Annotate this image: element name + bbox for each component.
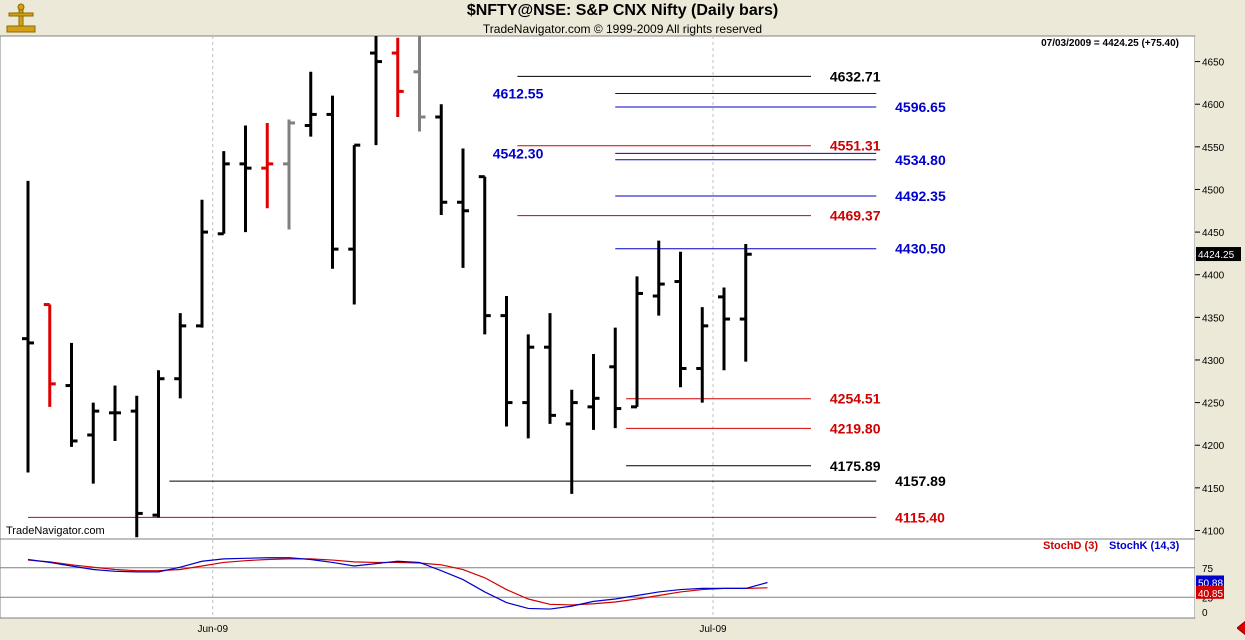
price-tick-label: 4600: [1202, 100, 1225, 111]
price-axis: [1195, 36, 1245, 539]
level-label: 4534.80: [895, 152, 946, 168]
level-label: 4157.89: [895, 473, 946, 489]
price-bar: [500, 296, 513, 427]
level-label: 4492.35: [895, 188, 946, 204]
price-bar: [348, 143, 361, 305]
price-bar: [196, 199, 208, 328]
price-bar: [457, 148, 469, 268]
chart-subtitle: TradeNavigator.com © 1999-2009 All right…: [482, 22, 763, 36]
chart-title: $NFTY@NSE: S&P CNX Nifty (Daily bars): [466, 2, 779, 19]
price-tick-label: 4250: [1202, 399, 1225, 410]
price-bar: [413, 36, 426, 132]
price-bar: [522, 334, 535, 439]
level-label: 4542.30: [493, 145, 544, 161]
price-tick-label: 4300: [1202, 356, 1225, 367]
stochK-value-label: 50.88: [1198, 579, 1223, 590]
level-label: 4551.31: [830, 138, 881, 154]
stoch-tick-label: 75: [1202, 564, 1214, 575]
price-bar: [152, 370, 165, 518]
price-bar: [304, 71, 317, 137]
price-tick-label: 4650: [1202, 58, 1225, 69]
stoch-tick-label: 0: [1202, 608, 1208, 619]
x-tick-label: Jun-09: [197, 624, 228, 635]
stochK-legend: StochK (14,3): [1109, 540, 1180, 552]
stoch-series-line: [27, 558, 768, 606]
price-bar: [65, 342, 78, 447]
price-bar: [435, 104, 448, 216]
price-bar: [739, 244, 752, 362]
stoch-panel: [0, 538, 1196, 619]
last-price-box: [1196, 247, 1241, 262]
level-label: 4632.71: [830, 68, 881, 84]
level-label: 4219.80: [830, 420, 881, 436]
price-bar: [87, 402, 100, 484]
level-label: 4612.55: [493, 86, 544, 102]
level-label: 4254.51: [830, 391, 881, 407]
price-bar: [609, 327, 622, 429]
stochD-value-label: 40.85: [1198, 589, 1223, 600]
level-label: 4115.40: [895, 509, 945, 525]
price-bar: [565, 389, 578, 494]
price-bar: [587, 353, 600, 430]
price-bar: [261, 122, 274, 209]
price-bar: [239, 125, 252, 233]
price-bar: [674, 251, 687, 388]
stochD-value-box: [1196, 585, 1224, 599]
price-bar: [652, 240, 665, 316]
stochK-value-box: [1196, 575, 1224, 589]
price-bar: [22, 180, 34, 473]
price-panel: [0, 35, 1196, 540]
price-bar: [174, 313, 187, 399]
price-tick-label: 4350: [1202, 313, 1225, 324]
price-bar: [696, 307, 709, 403]
x-tick-label: Jul-09: [699, 624, 727, 635]
watermark: TradeNavigator.com: [6, 525, 105, 537]
price-bar: [217, 151, 230, 236]
price-bar: [718, 287, 730, 371]
last-price-info: 07/03/2009 = 4424.25 (+75.40): [1041, 38, 1179, 49]
price-bar: [544, 313, 556, 424]
price-bar: [370, 36, 382, 146]
price-tick-label: 4100: [1202, 526, 1225, 537]
price-tick-label: 4150: [1202, 484, 1225, 495]
price-tick-label: 4400: [1202, 271, 1225, 282]
price-tick-label: 4200: [1202, 441, 1225, 452]
level-label: 4469.37: [830, 208, 881, 224]
price-bar: [391, 37, 404, 117]
level-label: 4175.89: [830, 458, 881, 474]
level-label: 4596.65: [895, 99, 946, 115]
price-bar: [283, 119, 295, 230]
price-tick-label: 4450: [1202, 228, 1225, 239]
price-bar: [326, 95, 339, 269]
stoch-series-line: [27, 557, 768, 610]
price-bar: [631, 276, 643, 409]
last-price-label: 4424.25: [1198, 250, 1235, 261]
price-bar: [43, 303, 56, 407]
price-tick-label: 4500: [1202, 185, 1225, 196]
price-bar: [109, 385, 121, 441]
price-bar: [478, 175, 491, 335]
level-label: 4430.50: [895, 241, 946, 257]
price-bar: [130, 395, 143, 538]
price-tick-label: 4550: [1202, 143, 1225, 154]
stochD-legend: StochD (3): [1043, 540, 1098, 552]
